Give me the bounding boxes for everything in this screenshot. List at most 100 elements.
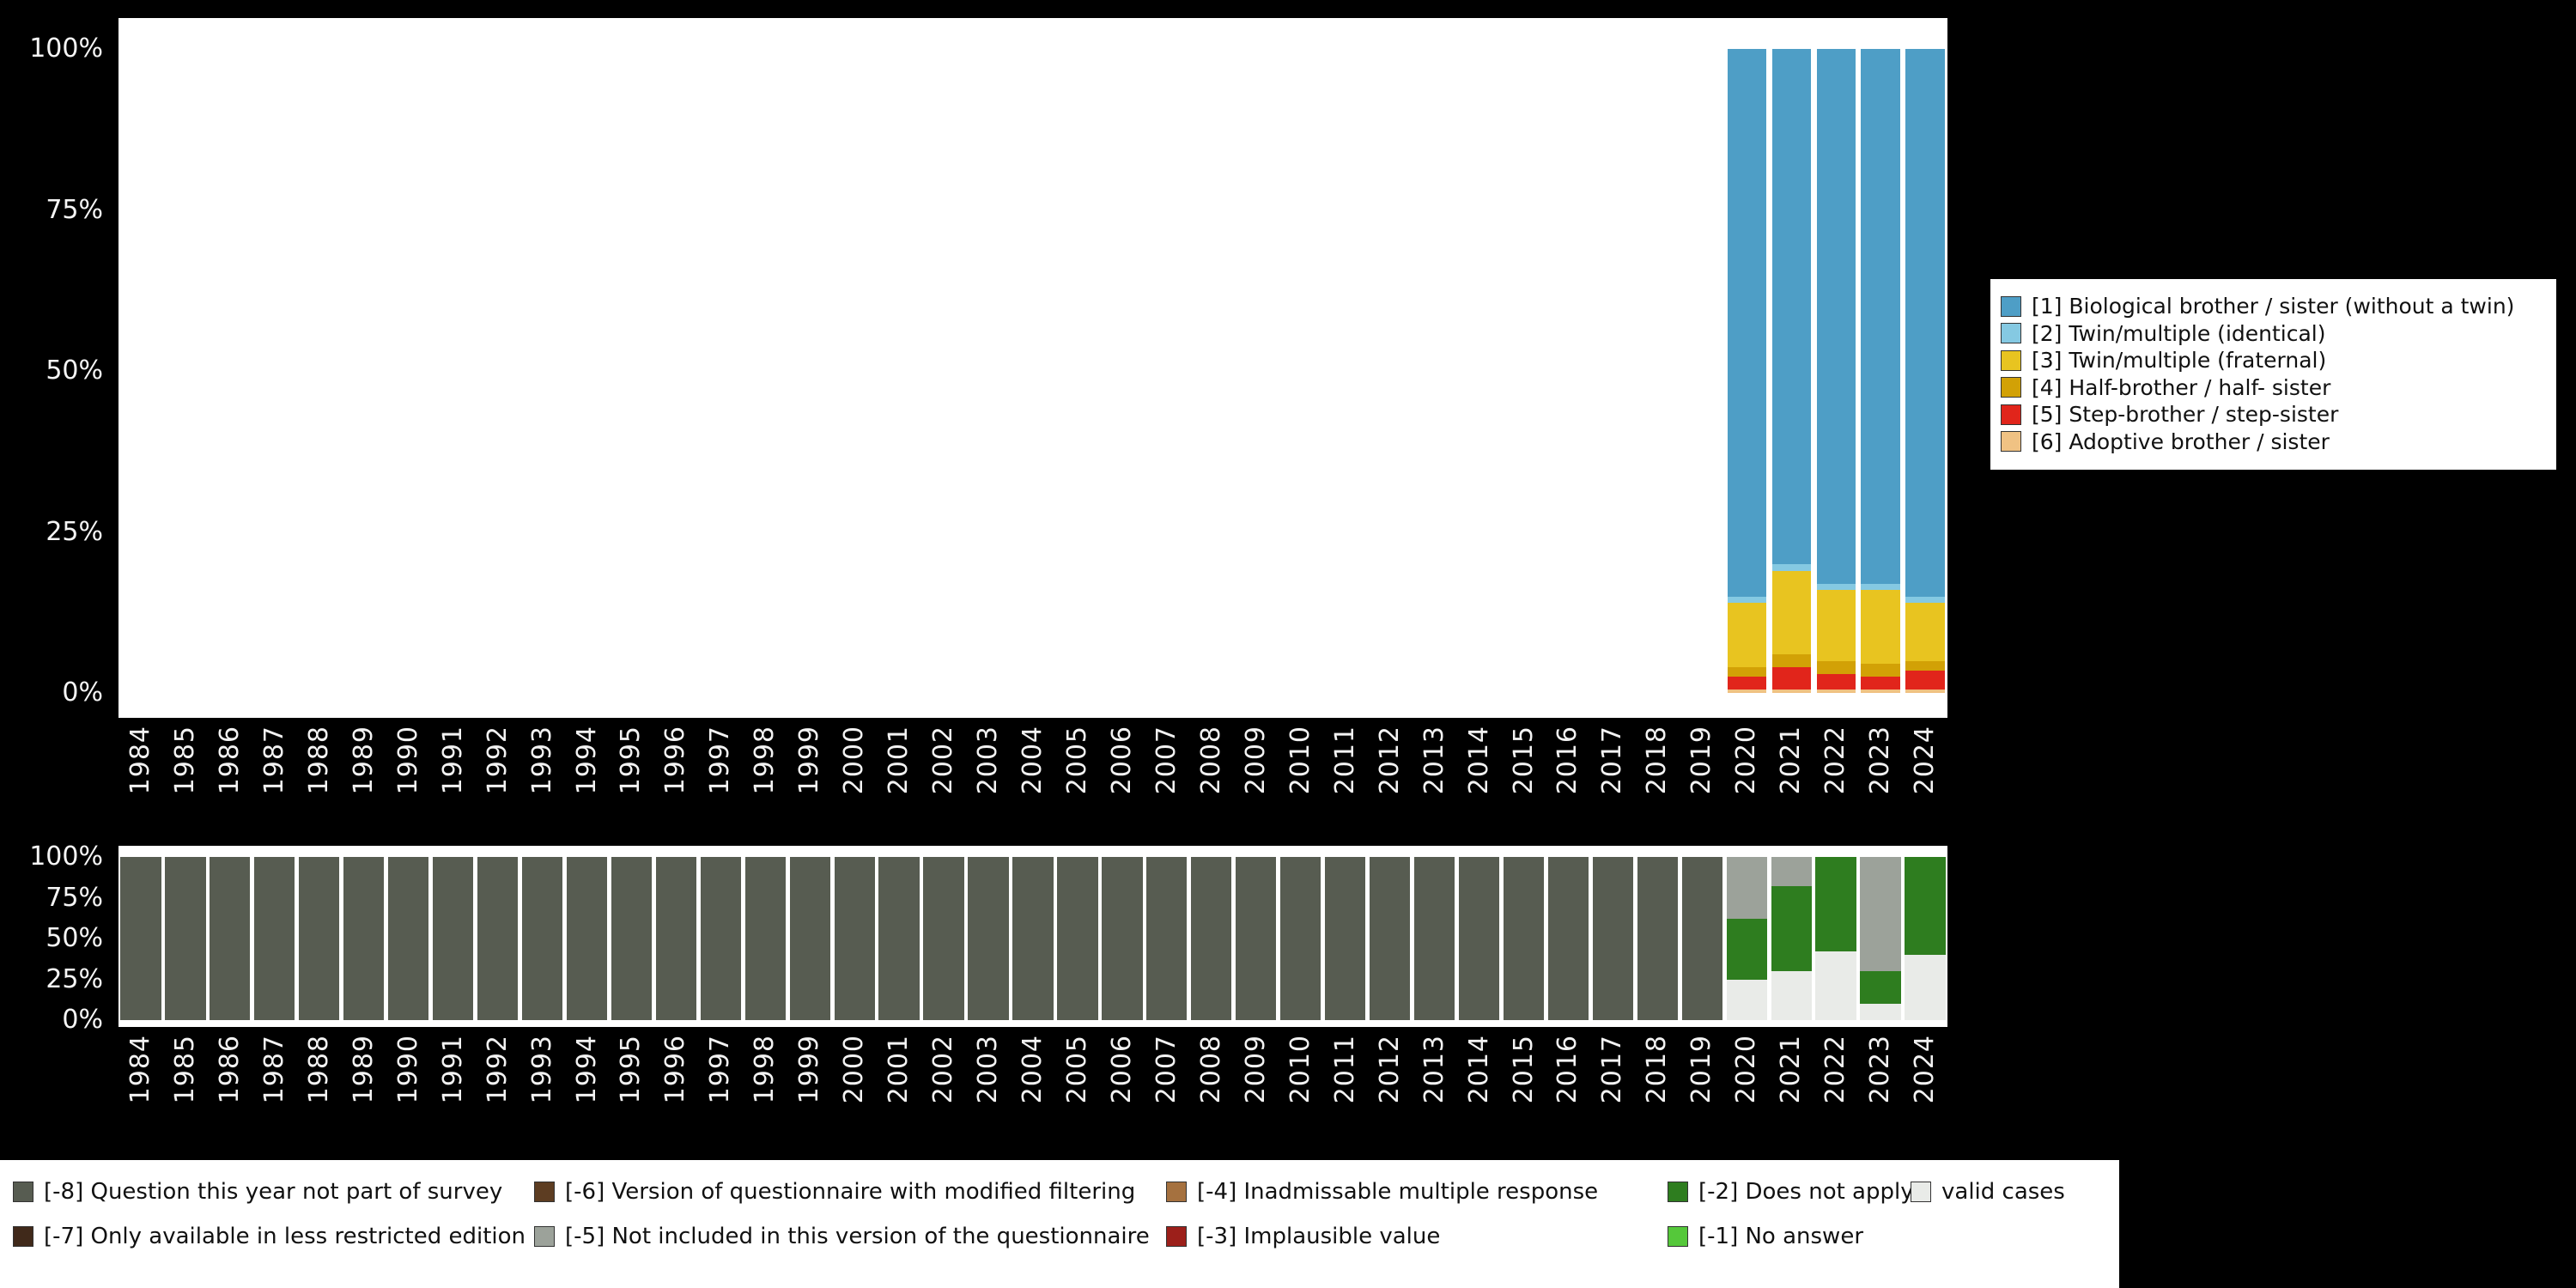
x-axis-label: 2001 [884, 726, 914, 795]
bar-1989 [342, 49, 386, 693]
legend-column: [-8] Question this year not part of surv… [13, 1170, 526, 1259]
x-axis-label-cell: 2014 [1457, 726, 1502, 846]
bar-2024 [1903, 857, 1947, 1020]
bar-segment [1905, 603, 1945, 661]
legend-color-swatch [1911, 1182, 1931, 1202]
bar-segment [1816, 590, 1856, 661]
bar-2016 [1546, 857, 1590, 1020]
bar-segment [1905, 670, 1945, 690]
y-axis-tick-label: 50% [46, 923, 103, 953]
x-axis-label: 2020 [1731, 726, 1762, 795]
x-axis-label-cell: 1995 [609, 1035, 653, 1155]
x-axis-label: 2015 [1508, 1035, 1539, 1104]
bar-segment [1727, 49, 1766, 597]
x-axis-label: 2001 [884, 1035, 914, 1104]
x-axis-label: 1997 [705, 726, 736, 795]
x-axis-label-cell: 1993 [520, 1035, 565, 1155]
x-axis-label: 2003 [973, 726, 1004, 795]
bar-2003 [966, 857, 1011, 1020]
legend-item: [1] Biological brother / sister (without… [2001, 293, 2556, 320]
bar-2023 [1858, 857, 1903, 1020]
legend-color-swatch [2001, 295, 2021, 317]
x-axis-label-cell: 2008 [1189, 726, 1234, 846]
bottom-chart-legend: [-8] Question this year not part of surv… [0, 1160, 2119, 1288]
legend-item: [2] Twin/multiple (identical) [2001, 320, 2556, 348]
x-axis-label: 1998 [750, 726, 781, 795]
legend-color-swatch [2001, 323, 2021, 344]
x-axis-label: 2000 [839, 726, 870, 795]
bar-1995 [609, 857, 653, 1020]
x-axis-label: 1991 [437, 1035, 468, 1104]
x-axis-label-cell: 2021 [1769, 726, 1814, 846]
y-axis-tick-label: 100% [29, 841, 103, 872]
bar-1993 [520, 49, 565, 693]
legend-column: valid cases [1911, 1170, 2065, 1214]
x-axis-label-cell: 2018 [1635, 726, 1680, 846]
x-axis-label-cell: 1991 [431, 726, 476, 846]
bar-2016 [1546, 49, 1590, 693]
bar-segment [120, 857, 161, 1020]
bar-segment [1146, 857, 1188, 1020]
x-axis-label-cell: 2015 [1502, 726, 1546, 846]
bar-segment [1547, 857, 1589, 1020]
bar-2006 [1100, 857, 1145, 1020]
bar-1998 [743, 49, 787, 693]
bar-segment [1861, 677, 1900, 690]
bar-segment [1727, 603, 1766, 667]
legend-item: valid cases [1911, 1170, 2065, 1214]
bar-segment [1727, 677, 1766, 690]
bar-segment [1727, 596, 1766, 603]
bar-segment [521, 857, 563, 1020]
bar-2012 [1368, 49, 1413, 693]
x-axis-label: 2019 [1686, 726, 1717, 795]
x-axis-label-cell: 1984 [118, 1035, 163, 1155]
x-axis-label-cell: 2011 [1323, 726, 1368, 846]
x-axis-label-cell: 2003 [966, 1035, 1011, 1155]
x-axis-label: 2020 [1731, 1035, 1762, 1104]
bar-1999 [787, 49, 832, 693]
x-axis-label: 1985 [169, 726, 200, 795]
bottom-chart-x-axis: 1984 1985 1986 1987 1988 1989 1990 1991 1992 1993… [118, 1035, 1947, 1155]
x-axis-label-cell: 1996 [653, 726, 698, 846]
bar-1999 [787, 857, 832, 1020]
bar-2014 [1457, 857, 1502, 1020]
x-axis-label: 1986 [214, 726, 245, 795]
x-axis-label-cell: 1988 [297, 1035, 342, 1155]
legend-color-swatch [1668, 1182, 1688, 1202]
bar-segment [210, 857, 251, 1020]
bar-2003 [966, 49, 1011, 693]
x-axis-label-cell: 2008 [1189, 1035, 1234, 1155]
bar-2008 [1189, 857, 1234, 1020]
bar-1992 [476, 49, 520, 693]
bar-1996 [653, 857, 698, 1020]
legend-item: [3] Twin/multiple (fraternal) [2001, 347, 2556, 374]
top-chart-x-axis: 1984 1985 1986 1987 1988 1989 1990 1991 1992 1993… [118, 726, 1947, 846]
bar-segment [1771, 654, 1811, 667]
x-axis-label: 1997 [705, 1035, 736, 1104]
bar-2005 [1055, 857, 1100, 1020]
bar-1985 [163, 857, 208, 1020]
legend-column: [-2] Does not apply [-1] No answer [1668, 1170, 1914, 1259]
x-axis-label: 2007 [1151, 726, 1182, 795]
x-axis-label-cell: 2012 [1368, 726, 1413, 846]
bar-2011 [1323, 49, 1368, 693]
bar-1997 [698, 857, 743, 1020]
bar-segment [1325, 857, 1366, 1020]
bar-segment [1369, 857, 1411, 1020]
bar-segment [1102, 857, 1143, 1020]
x-axis-label-cell: 2002 [921, 1035, 966, 1155]
bar-segment [700, 857, 741, 1020]
bar-segment [1726, 857, 1767, 920]
legend-item: [-7] Only available in less restricted e… [13, 1214, 526, 1259]
bar-segment [477, 857, 519, 1020]
legend-item: [6] Adoptive brother / sister [2001, 428, 2556, 456]
bar-1984 [118, 49, 163, 693]
bar-2008 [1189, 49, 1234, 693]
bar-segment [254, 857, 295, 1020]
x-axis-label: 2010 [1285, 726, 1315, 795]
legend-item: [5] Step-brother / step-sister [2001, 401, 2556, 428]
x-axis-label: 2004 [1018, 726, 1048, 795]
legend-item-label: [2] Twin/multiple (identical) [2032, 320, 2326, 346]
x-axis-label: 2004 [1018, 1035, 1048, 1104]
